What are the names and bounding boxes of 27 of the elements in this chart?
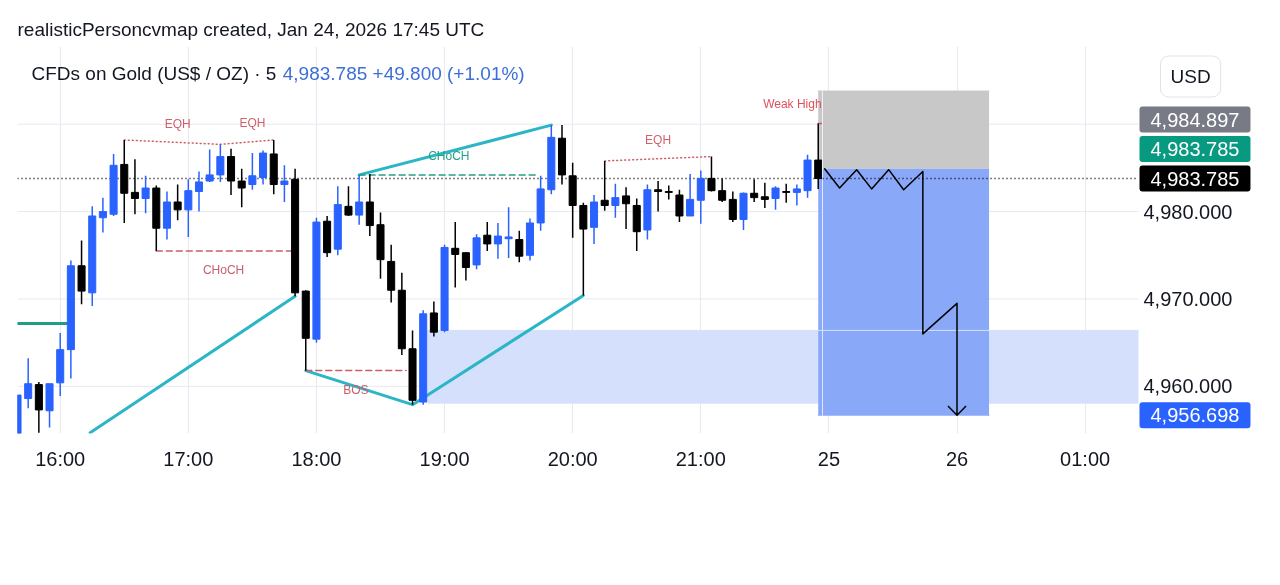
text: realisticPersoncvmap created, Jan 24, 2026 17:45 UTC (17, 18, 485, 40)
x-tick-label: 21:00 (675, 447, 726, 470)
x-tick-label: 26 (945, 447, 969, 470)
x-tick-label: 25 (817, 447, 841, 470)
text: 4,984.897 (1150, 108, 1240, 131)
ref-line-label: 4,983.785 (1150, 167, 1240, 190)
series-label: CHoCH (428, 148, 470, 163)
series-label: CHoCH (202, 262, 245, 277)
x-tick-label: 01:00 (1060, 447, 1111, 470)
series-label: BOS (343, 382, 369, 397)
series-label: Weak High (763, 97, 822, 112)
x-tick-label: 16:00 (35, 447, 86, 470)
y-tick-label: 4,980.000 (1143, 200, 1233, 223)
y-axis-title: USD (1170, 66, 1211, 87)
series-label: EQH (645, 132, 672, 147)
text: CFDs on Gold (US$ / OZ) · 5 (31, 63, 277, 84)
x-tick-label: 18:00 (291, 447, 342, 470)
x-tick-label: 20:00 (547, 447, 598, 470)
annotation: EQH (164, 116, 191, 131)
x-tick-label: 19:00 (419, 447, 470, 470)
text: 4,983.785 +49.800 (+1.01%) (282, 63, 525, 84)
y-tick-label: 4,960.000 (1143, 375, 1233, 398)
annotation: 4,983.785 (1150, 138, 1240, 161)
y-tick-label: 4,970.000 (1143, 287, 1233, 310)
x-tick-label: 17:00 (163, 447, 214, 470)
text: 4,956.698 (1150, 404, 1240, 427)
annotation: EQH (239, 115, 266, 130)
